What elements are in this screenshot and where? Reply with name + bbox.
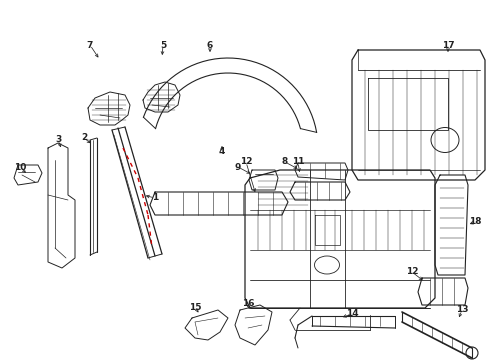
Text: 3: 3 (55, 135, 61, 144)
Text: 18: 18 (468, 217, 480, 226)
Text: 16: 16 (241, 298, 254, 307)
Text: 2: 2 (81, 134, 87, 143)
Text: 12: 12 (239, 158, 252, 166)
Text: 4: 4 (218, 148, 225, 157)
Text: 9: 9 (234, 162, 241, 171)
Text: 8: 8 (281, 158, 287, 166)
Text: 10: 10 (14, 162, 26, 171)
Text: 5: 5 (160, 40, 166, 49)
Text: 17: 17 (441, 40, 453, 49)
Text: 6: 6 (206, 40, 213, 49)
Text: 14: 14 (345, 310, 358, 319)
Text: 13: 13 (455, 306, 468, 315)
Text: 7: 7 (87, 40, 93, 49)
Text: 15: 15 (188, 302, 201, 311)
Text: 11: 11 (291, 158, 304, 166)
Text: 1: 1 (152, 194, 158, 202)
Text: 12: 12 (405, 267, 417, 276)
